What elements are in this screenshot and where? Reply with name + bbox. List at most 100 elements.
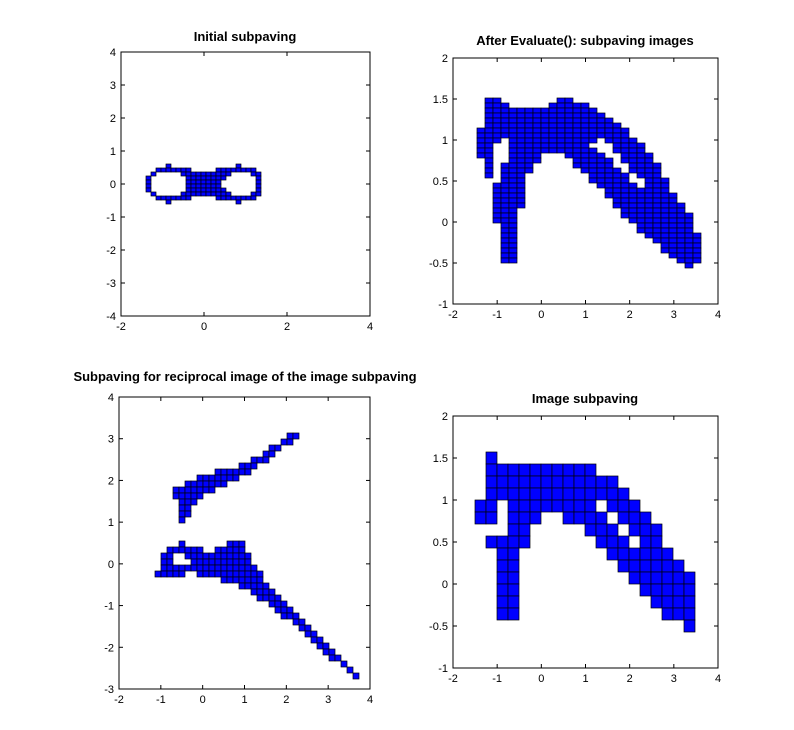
x-tick-label: 0 — [538, 309, 544, 321]
subpaving-box — [551, 475, 564, 489]
subpaving-box — [160, 558, 168, 566]
subpaving-box — [508, 132, 518, 139]
subpaving-box — [628, 511, 641, 525]
subpaving-box — [184, 564, 192, 572]
subpaving-box — [668, 212, 678, 219]
subpaving-box — [588, 132, 598, 139]
subpaving-box — [532, 147, 542, 154]
axes-border — [118, 396, 371, 690]
subpaving-box — [604, 187, 614, 194]
subpaving-box — [556, 102, 566, 109]
subpaving-box — [238, 462, 246, 470]
subpaving-box — [507, 523, 520, 537]
subpaving-box — [604, 167, 614, 174]
subpaving-box — [500, 187, 510, 194]
subpaving-box — [660, 182, 670, 189]
subpaving-box — [485, 499, 498, 513]
subpaving-box — [215, 171, 222, 177]
subpaving-box — [226, 546, 234, 554]
subpaving-box — [612, 132, 622, 139]
subpaving-box — [612, 177, 622, 184]
subpaving-box — [540, 142, 550, 149]
subpaving-box — [484, 157, 494, 164]
subpaving-box — [580, 162, 590, 169]
subpaving-box — [692, 242, 702, 249]
subpaving-box — [205, 179, 212, 185]
subpaving-box — [620, 202, 630, 209]
subpaving-box — [190, 187, 197, 193]
subpaving-box — [492, 207, 502, 214]
subpaving-box — [612, 187, 622, 194]
subpaving-box — [226, 540, 234, 548]
subpaving-box — [668, 197, 678, 204]
subpaving-box — [166, 552, 174, 560]
subpaving-box — [684, 252, 694, 259]
panel-reciprocal-image: Subpaving for reciprocal image of the im… — [73, 369, 416, 706]
subpaving-box — [215, 175, 222, 181]
subpaving-box — [540, 147, 550, 154]
subpaving-box — [214, 564, 222, 572]
subpaving-box — [292, 432, 300, 440]
subpaving-box — [644, 172, 654, 179]
subpaving-box — [196, 546, 204, 554]
subpaving-box — [508, 217, 518, 224]
subpaving-box — [540, 107, 550, 114]
subpaving-box — [507, 487, 520, 501]
subpaving-box — [604, 177, 614, 184]
subpaving-box — [508, 112, 518, 119]
subpaving-box — [485, 451, 498, 465]
subpaving-box — [595, 475, 608, 489]
subpaving-box — [672, 571, 685, 585]
subpaving-box — [606, 475, 619, 489]
subpaving-box — [145, 187, 152, 193]
subpaving-box — [529, 511, 542, 525]
subpaving-box — [200, 187, 207, 193]
subpaving-box — [508, 137, 518, 144]
subpaving-box — [639, 511, 652, 525]
subpaving-box — [155, 195, 162, 201]
subpaving-box — [636, 152, 646, 159]
subpaving-box — [474, 511, 487, 525]
subpaving-box — [256, 456, 264, 464]
subpaving-box — [661, 559, 674, 573]
axes-border — [452, 415, 719, 669]
subpaving-box — [255, 175, 262, 181]
subpaving-box — [268, 444, 276, 452]
subpaving-box — [516, 187, 526, 194]
subpaving-box — [262, 582, 270, 590]
subpaving-box — [262, 588, 270, 596]
subpaving-box — [507, 547, 520, 561]
subpaving-box — [178, 510, 186, 518]
subpaving-box — [500, 212, 510, 219]
y-tick-label: -0.5 — [429, 258, 448, 270]
y-tick-label: 0 — [442, 217, 448, 229]
subpaving-box — [196, 474, 204, 482]
subpaving-box — [310, 630, 318, 638]
subpaving-box — [620, 177, 630, 184]
y-tick-label: -0.5 — [429, 621, 448, 633]
subpaving-box — [496, 463, 509, 477]
subpaving-box — [484, 97, 494, 104]
subpaving-box — [683, 607, 696, 621]
subpaving-box — [676, 242, 686, 249]
subpaving-box — [508, 242, 518, 249]
subpaving-box — [606, 487, 619, 501]
subpaving-box — [232, 468, 240, 476]
chart-title: Image subpaving — [532, 391, 638, 406]
subpaving-box — [580, 157, 590, 164]
subpaving-box — [676, 217, 686, 224]
subpaving-box — [628, 571, 641, 585]
y-tick-label: 0 — [108, 559, 114, 571]
y-tick-label: 1 — [108, 517, 114, 529]
subpaving-box — [660, 242, 670, 249]
subpaving-box — [500, 197, 510, 204]
subpaving-box — [628, 152, 638, 159]
subpaving-box — [580, 122, 590, 129]
subpaving-box — [190, 191, 197, 197]
subpaving-box — [232, 552, 240, 560]
subpaving-box — [196, 486, 204, 494]
subpaving-box — [485, 511, 498, 525]
subpaving-box — [202, 564, 210, 572]
subpaving-box — [650, 523, 663, 537]
subpaving-box — [516, 192, 526, 199]
